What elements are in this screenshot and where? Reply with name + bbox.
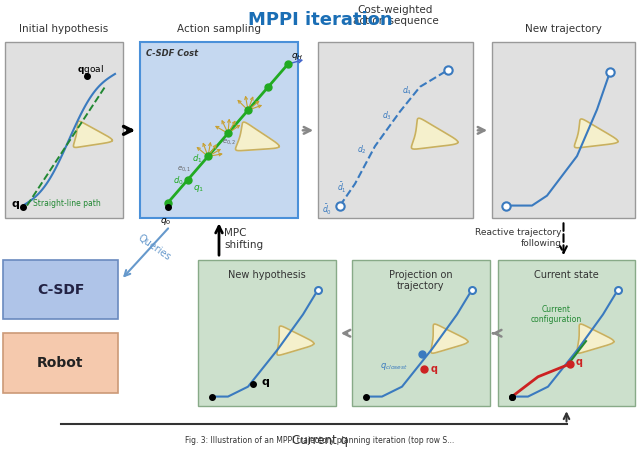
Text: New trajectory: New trajectory [525, 24, 602, 34]
Text: $d_4$: $d_4$ [402, 84, 412, 97]
Text: $q_1$: $q_1$ [193, 184, 204, 194]
Text: q: q [11, 198, 19, 208]
Text: $d_2$: $d_2$ [357, 144, 367, 156]
FancyBboxPatch shape [352, 260, 490, 406]
Text: Fig. 3: Illustration of an MPPI trajectory planning iteration (top row S...: Fig. 3: Illustration of an MPPI trajecto… [186, 436, 454, 445]
Text: C-SDF: C-SDF [37, 283, 84, 297]
Text: $\mathbf{q}$goal: $\mathbf{q}$goal [77, 64, 104, 77]
Text: $d_0$: $d_0$ [173, 175, 183, 187]
Text: Current q: Current q [292, 434, 348, 447]
Text: q: q [576, 357, 583, 367]
Text: $q_H$: $q_H$ [291, 51, 303, 62]
Text: Cost-weighted
action sequence: Cost-weighted action sequence [353, 5, 438, 27]
FancyBboxPatch shape [140, 42, 298, 218]
Text: $q_{closest}$: $q_{closest}$ [380, 361, 408, 373]
Text: Projection on
trajectory: Projection on trajectory [389, 270, 453, 291]
Text: $q_0$: $q_0$ [161, 216, 172, 227]
Text: $\bar{d}_1$: $\bar{d}_1$ [337, 181, 347, 195]
Text: q: q [431, 364, 438, 374]
Text: Reactive trajectory
following: Reactive trajectory following [475, 228, 561, 248]
FancyBboxPatch shape [3, 333, 118, 393]
Text: MPPI iteration: MPPI iteration [248, 11, 392, 29]
Text: Robot: Robot [37, 356, 84, 370]
Text: $\bar{d}_0$: $\bar{d}_0$ [322, 202, 332, 216]
FancyBboxPatch shape [498, 260, 635, 406]
Polygon shape [277, 326, 314, 355]
Text: q: q [261, 377, 269, 387]
Polygon shape [236, 122, 279, 151]
Text: Action sampling: Action sampling [177, 24, 261, 34]
FancyBboxPatch shape [198, 260, 336, 406]
FancyBboxPatch shape [5, 42, 123, 218]
FancyBboxPatch shape [492, 42, 635, 218]
Text: $d_1$: $d_1$ [192, 153, 202, 166]
Text: $e_{0,2}$: $e_{0,2}$ [222, 137, 237, 146]
Text: Queries: Queries [136, 232, 173, 262]
Polygon shape [577, 324, 614, 353]
Text: C-SDF Cost: C-SDF Cost [146, 49, 198, 58]
Text: MPC
shifting: MPC shifting [224, 228, 263, 250]
Text: $e_{0,1}$: $e_{0,1}$ [177, 165, 192, 174]
Polygon shape [74, 121, 112, 147]
Text: $d_3$: $d_3$ [382, 109, 392, 122]
Text: New hypothesis: New hypothesis [228, 270, 306, 280]
Text: Current state: Current state [534, 270, 599, 280]
Polygon shape [431, 324, 468, 353]
FancyBboxPatch shape [3, 260, 118, 319]
Text: Initial hypothesis: Initial hypothesis [19, 24, 109, 34]
Text: Straight-line path: Straight-line path [33, 198, 100, 207]
Text: Current
configuration: Current configuration [531, 305, 582, 324]
Polygon shape [575, 119, 618, 148]
Polygon shape [412, 118, 458, 149]
FancyBboxPatch shape [318, 42, 473, 218]
